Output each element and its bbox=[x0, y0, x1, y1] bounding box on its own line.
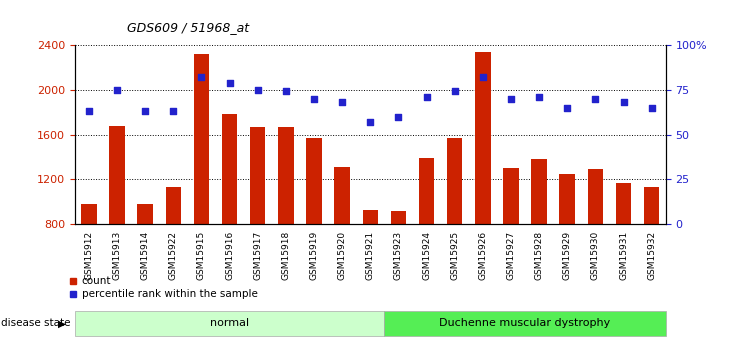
Bar bbox=[390, 211, 406, 224]
Text: disease state: disease state bbox=[1, 318, 71, 328]
Point bbox=[364, 119, 376, 125]
Point bbox=[476, 75, 488, 80]
Bar bbox=[306, 138, 322, 224]
Bar bbox=[447, 138, 462, 224]
Point bbox=[280, 89, 292, 94]
Point bbox=[533, 94, 545, 100]
Bar bbox=[475, 52, 491, 224]
Point bbox=[505, 96, 517, 101]
Point bbox=[618, 99, 630, 105]
Bar bbox=[222, 115, 237, 224]
Text: Duchenne muscular dystrophy: Duchenne muscular dystrophy bbox=[439, 318, 610, 328]
Bar bbox=[363, 210, 378, 224]
Text: normal: normal bbox=[210, 318, 249, 328]
Point bbox=[83, 108, 95, 114]
Point bbox=[252, 87, 264, 92]
Point bbox=[589, 96, 601, 101]
Bar bbox=[194, 54, 209, 224]
Legend: count, percentile rank within the sample: count, percentile rank within the sample bbox=[65, 272, 262, 304]
Bar bbox=[278, 127, 293, 224]
Bar bbox=[644, 187, 660, 224]
Point bbox=[336, 99, 348, 105]
Bar bbox=[560, 174, 575, 224]
Bar bbox=[419, 158, 435, 224]
Point bbox=[139, 108, 151, 114]
Point bbox=[646, 105, 657, 110]
Point bbox=[168, 108, 180, 114]
Bar bbox=[250, 127, 266, 224]
Text: ▶: ▶ bbox=[58, 318, 66, 328]
Bar bbox=[503, 168, 518, 224]
Point bbox=[111, 87, 123, 92]
Bar bbox=[138, 204, 153, 224]
Point bbox=[561, 105, 573, 110]
Point bbox=[393, 114, 405, 119]
Text: GDS609 / 51968_at: GDS609 / 51968_at bbox=[127, 21, 249, 34]
Bar bbox=[81, 204, 96, 224]
Bar bbox=[588, 169, 603, 224]
Bar bbox=[165, 187, 181, 224]
Point bbox=[420, 94, 432, 100]
Point bbox=[308, 96, 320, 101]
Bar bbox=[616, 183, 631, 224]
Point bbox=[449, 89, 461, 94]
Point bbox=[195, 75, 207, 80]
Bar bbox=[531, 159, 547, 224]
Point bbox=[224, 80, 236, 85]
Bar bbox=[109, 126, 125, 224]
Bar bbox=[334, 167, 350, 224]
